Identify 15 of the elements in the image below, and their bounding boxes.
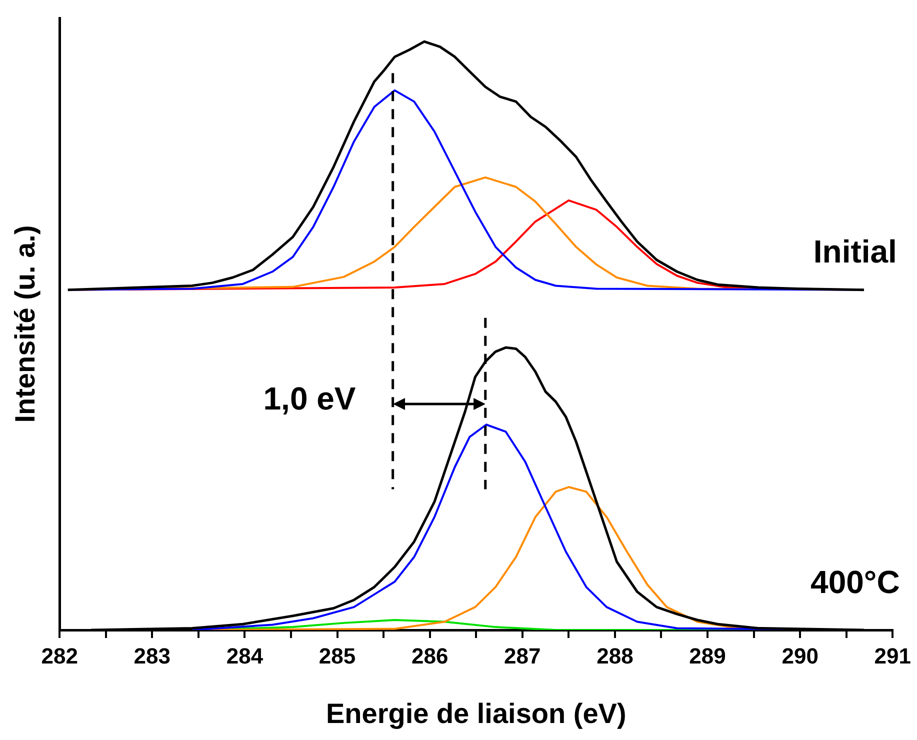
x-tick-label: 287 — [504, 643, 541, 668]
x-tick-label: 288 — [596, 643, 634, 668]
x-tick-label: 282 — [41, 643, 78, 668]
x-tick-label: 290 — [782, 643, 818, 668]
x-tick-label: 286 — [411, 643, 448, 668]
x-tick-label: 291 — [874, 643, 912, 668]
annotation: 400°C — [810, 564, 900, 600]
annotation: 1,0 eV — [263, 380, 356, 416]
x-tick-label: 289 — [689, 643, 726, 668]
x-tick-label: 285 — [318, 643, 356, 668]
x-tick-label: 284 — [226, 643, 264, 668]
y-axis-title: Intensité (u. a.) — [10, 225, 41, 423]
x-axis-title: Energie de liaison (eV) — [326, 698, 626, 729]
annotation: Initial — [813, 233, 897, 270]
x-tick-label: 283 — [134, 643, 171, 668]
